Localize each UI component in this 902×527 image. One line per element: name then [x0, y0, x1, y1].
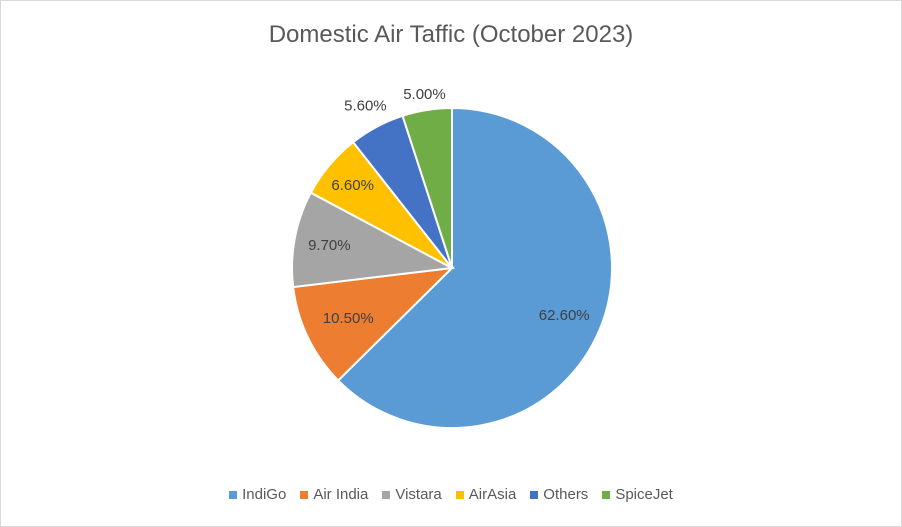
pie-slice-vistara	[291, 191, 456, 289]
legend-label: SpiceJet	[615, 486, 673, 503]
data-label: 6.60%	[331, 177, 374, 194]
legend-swatch	[455, 490, 464, 499]
legend-label: Others	[543, 486, 589, 503]
pie-slice-indigo	[336, 106, 613, 429]
pie-slice-spicejet	[401, 106, 453, 269]
data-label: 62.60%	[539, 307, 590, 324]
legend-swatch	[229, 490, 238, 499]
legend-label: Vistara	[395, 486, 442, 503]
legend-swatch	[530, 490, 539, 499]
pie-slice-air-india	[292, 266, 455, 382]
legend: IndiGo Air India Vistara AirAsia Others Spice…	[1, 486, 901, 503]
legend-item: Others	[530, 486, 588, 503]
data-label: 10.50%	[323, 310, 374, 327]
legend-swatch	[300, 490, 309, 499]
legend-item: IndiGo	[229, 486, 286, 503]
legend-label: IndiGo	[242, 486, 287, 503]
legend-swatch	[602, 490, 611, 499]
legend-item: AirAsia	[455, 486, 517, 503]
legend-item: SpiceJet	[602, 486, 673, 503]
data-label: 9.70%	[308, 237, 351, 254]
legend-item: Air India	[300, 486, 368, 503]
legend-swatch	[382, 490, 391, 499]
chart-title: Domestic Air Taffic (October 2023)	[268, 21, 634, 48]
legend-item: Vistara	[382, 486, 442, 503]
legend-label: Air India	[313, 486, 369, 503]
data-label: 5.60%	[344, 98, 387, 115]
data-label: 5.00%	[403, 86, 446, 103]
legend-label: AirAsia	[468, 486, 517, 503]
